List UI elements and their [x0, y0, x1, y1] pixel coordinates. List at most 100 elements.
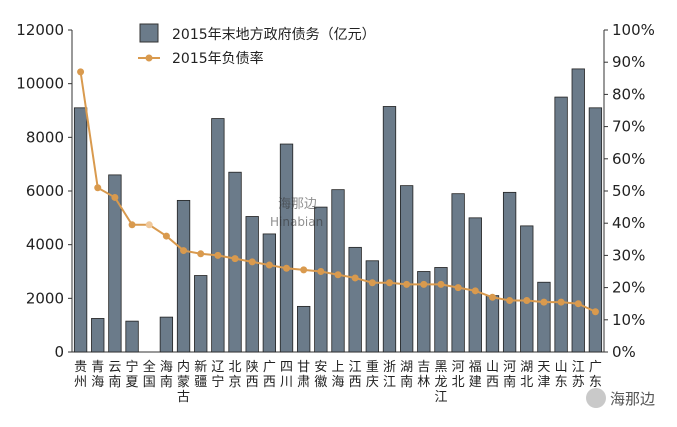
- bar: [176, 199, 191, 353]
- category-label: 青海: [91, 360, 104, 390]
- category-label: 云南: [108, 360, 121, 390]
- right-tick-label: 0%: [612, 343, 636, 361]
- line-series: [77, 68, 599, 316]
- line-point: [523, 296, 531, 304]
- right-tick-label: 20%: [612, 279, 645, 297]
- category-label: 天津: [537, 360, 550, 390]
- category-label: 广东: [589, 360, 602, 390]
- bar: [502, 191, 517, 353]
- bar: [348, 246, 362, 353]
- line-point: [248, 258, 256, 266]
- category-label: 广西: [263, 360, 276, 390]
- category-label: 甘肃: [297, 360, 310, 390]
- category-label: 河北: [452, 360, 465, 390]
- bar: [73, 107, 88, 353]
- line-point: [403, 280, 411, 288]
- bar: [314, 206, 328, 353]
- category-labels: 贵州青海云南宁夏全国海南内蒙古新疆辽宁北京陕西广西四川甘肃安徽上海江西重庆浙江湖…: [74, 359, 602, 405]
- left-tick-label: 4000: [26, 236, 64, 254]
- category-label: 安徽: [314, 360, 327, 390]
- category-label: 黑龙江: [434, 360, 447, 405]
- bar: [279, 143, 294, 353]
- line-point: [214, 251, 222, 259]
- line-point: [180, 247, 188, 255]
- watermark: 海那边 Hinabian: [270, 197, 323, 229]
- line-point: [162, 232, 170, 240]
- left-tick-label: 2000: [26, 289, 64, 307]
- category-label: 上海: [331, 360, 344, 390]
- line-point: [111, 193, 119, 201]
- line-point: [94, 184, 102, 192]
- line-point: [334, 271, 342, 279]
- line-point: [77, 68, 85, 76]
- category-label: 宁夏: [126, 359, 139, 390]
- axes: 0 2000 4000 6000 8000 10000 12000 0% 10% 20% 30% 40…: [16, 21, 655, 361]
- right-tick-label: 70%: [612, 118, 645, 136]
- line-point: [454, 284, 462, 292]
- category-label: 辽宁: [211, 360, 224, 390]
- line-point: [540, 298, 548, 306]
- bar: [331, 189, 345, 353]
- category-label: 四川: [280, 360, 293, 390]
- left-tick-label: 10000: [16, 75, 64, 93]
- bar: [434, 267, 448, 353]
- line-point: [488, 293, 496, 301]
- category-label: 陕西: [246, 360, 259, 390]
- right-tick-label: 50%: [612, 182, 645, 200]
- watermark-corner: 海那边: [586, 388, 655, 408]
- category-label: 河南: [503, 360, 516, 390]
- left-tick-label: 8000: [26, 128, 64, 146]
- left-tick-label: 12000: [16, 21, 64, 39]
- bar: [451, 193, 465, 353]
- line-point: [557, 298, 565, 306]
- line-point: [368, 279, 376, 287]
- line-point: [231, 255, 239, 263]
- category-label: 全国: [143, 359, 156, 390]
- line-point: [265, 261, 273, 269]
- category-label: 北京: [229, 360, 242, 390]
- category-label: 浙江: [383, 360, 396, 390]
- legend-line-marker: [145, 54, 153, 62]
- bar: [417, 271, 431, 353]
- category-label: 湖北: [520, 360, 533, 390]
- watermark-center-text: 海那边: [278, 197, 317, 212]
- bar: [159, 316, 174, 353]
- watermark-corner-text: 海那边: [610, 390, 655, 408]
- right-tick-label: 60%: [612, 150, 645, 168]
- bar: [125, 320, 139, 353]
- bar: [365, 260, 379, 353]
- bar-series: [73, 68, 603, 353]
- line-point: [437, 280, 445, 288]
- category-label: 新疆: [194, 359, 207, 390]
- line-point: [420, 280, 428, 288]
- right-tick-label: 40%: [612, 214, 645, 232]
- category-label: 山东: [555, 360, 568, 390]
- line-point: [506, 296, 514, 304]
- bar: [468, 217, 482, 353]
- bar: [399, 185, 414, 353]
- line-point: [128, 221, 136, 229]
- right-tick-label: 80%: [612, 85, 645, 103]
- right-tick-label: 10%: [612, 311, 645, 329]
- bar: [537, 281, 551, 353]
- line-point: [317, 268, 325, 275]
- left-tick-label: 0: [54, 343, 64, 361]
- category-label: 贵州: [74, 360, 87, 390]
- line-point: [283, 264, 291, 272]
- left-tick-label: 6000: [26, 182, 64, 200]
- bar: [588, 107, 603, 353]
- line-point: [300, 266, 308, 274]
- bar: [194, 275, 208, 353]
- bar: [571, 68, 585, 353]
- bar: [485, 295, 500, 353]
- right-tick-label: 90%: [612, 53, 645, 71]
- category-label: 吉林: [417, 360, 430, 390]
- right-tick-label: 30%: [612, 246, 645, 264]
- line-point: [351, 274, 359, 282]
- legend-bar-swatch: [139, 23, 159, 43]
- bar: [91, 318, 105, 353]
- line-point: [574, 300, 582, 308]
- watermark-center-sub: Hinabian: [270, 215, 323, 229]
- line-point: [591, 308, 599, 316]
- category-label: 海南: [160, 360, 173, 390]
